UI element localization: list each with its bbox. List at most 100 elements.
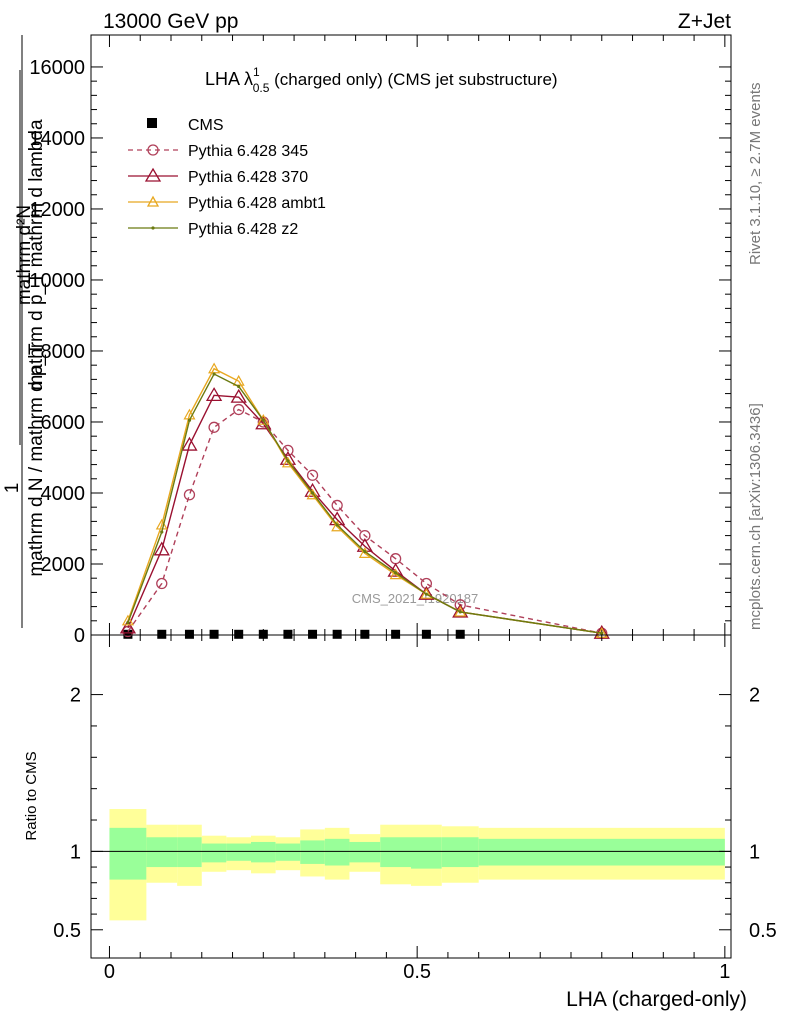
data-point (458, 610, 462, 614)
ratio-inner-band (411, 837, 442, 869)
data-point (283, 629, 293, 639)
ratio-inner-band (146, 837, 178, 868)
legend-entry-cms: CMS (147, 117, 224, 134)
series-line (127, 408, 602, 634)
data-point (452, 603, 469, 618)
data-point (308, 629, 318, 639)
x-tick-label: 0 (104, 961, 115, 983)
ratio-inner-band (226, 843, 251, 861)
data-point (230, 388, 247, 403)
ratio-inner-band (324, 838, 350, 866)
ratio-y-ticks: 0.5 0.5 1 1 2 2 (53, 685, 777, 942)
data-point (282, 444, 294, 457)
ratio-y-tick-label-right: 0.5 (749, 920, 777, 942)
legend-label-345: Pythia 6.428 345 (188, 143, 308, 160)
chart-title: LHA λ1 0.5 (charged only) (CMS jet substr… (205, 65, 558, 95)
data-point (184, 629, 194, 639)
data-point (454, 599, 466, 611)
data-point (233, 403, 245, 416)
ratio-inner-band (109, 827, 147, 880)
data-point (331, 520, 344, 532)
data-point (279, 450, 297, 465)
main-y-tick-label: 16000 (29, 57, 85, 79)
ratio-inner-band (300, 840, 325, 864)
series-0 (123, 629, 465, 639)
legend-entry-345: Pythia 6.428 345 (128, 143, 308, 160)
data-point (126, 620, 130, 625)
x-tick-label: 0.5 (403, 961, 431, 983)
ratio-y-tick-label: 0.5 (53, 920, 81, 942)
x-tick-label: 1 (719, 961, 730, 983)
main-y-tick-label: 10000 (29, 270, 85, 292)
main-plot-panel: 0 2000 4000 6000 8000 10000 12000 14000 16000 LH… (2, 34, 732, 647)
series-4 (126, 372, 604, 635)
y-label-frac-denominator: mathrm d N / mathrm d p_T (26, 343, 47, 577)
legend-marker-345 (147, 144, 159, 156)
legend-label-z2: Pythia 6.428 z2 (188, 221, 298, 238)
data-point (420, 587, 433, 599)
ratio-bands (109, 809, 725, 921)
rivet-label: Rivet 3.1.10, ≥ 2.7M events (747, 83, 764, 266)
mcplots-label: mcplots.cern.ch [arXiv:1306.3436] (747, 403, 764, 630)
data-point (600, 631, 604, 635)
data-point (183, 489, 196, 501)
legend-label-ambt1: Pythia 6.428 ambt1 (188, 195, 326, 212)
process-label: Z+Jet (678, 10, 731, 33)
data-point (257, 413, 270, 425)
data-point (208, 421, 220, 433)
data-point (424, 592, 428, 596)
data-point (391, 629, 401, 639)
ratio-y-axis-label: Ratio to CMS (23, 751, 40, 840)
data-point (332, 629, 342, 639)
data-point (187, 418, 192, 422)
data-point (209, 629, 219, 639)
data-point (119, 619, 137, 634)
data-point (157, 629, 167, 639)
main-y-ticks: 0 2000 4000 6000 8000 10000 12000 14000 16000 (29, 57, 731, 647)
data-point (394, 571, 398, 575)
data-point (258, 629, 268, 639)
main-y-tick-label: 12000 (29, 199, 85, 221)
data-point (421, 629, 431, 639)
legend-label-cms: CMS (188, 117, 224, 134)
main-y-tick-label: 14000 (29, 128, 85, 150)
legend-label-370: Pythia 6.428 370 (188, 169, 308, 186)
main-y-tick-label: 8000 (41, 341, 86, 363)
ratio-inner-band (478, 838, 725, 866)
data-point (261, 418, 265, 422)
ratio-y-tick-label-right: 1 (749, 841, 760, 863)
data-point (363, 549, 367, 554)
data-point (455, 629, 465, 639)
data-point (306, 469, 319, 481)
chart-title-sub: 0.5 (253, 81, 270, 95)
data-point (331, 499, 343, 512)
ratio-inner-band (275, 843, 301, 861)
data-point (360, 629, 370, 639)
x-axis-label: LHA (charged-only) (566, 988, 747, 1011)
data-point (286, 459, 290, 463)
legend-marker-370 (144, 167, 162, 182)
data-point (234, 629, 244, 639)
ratio-inner-band (177, 837, 202, 868)
data-point (281, 456, 294, 468)
ratio-y-tick-label-right: 2 (749, 685, 760, 707)
main-y-axis-label: mathrm d²N mathrm d p_T mathrm d lambda … (2, 35, 47, 628)
legend-marker-cms (147, 118, 157, 128)
data-point (123, 629, 133, 639)
ratio-plot-panel: 0.5 0.51 12 2 0 0.5 1 Ratio to CMS LHA (charg… (23, 634, 777, 1011)
energy-label: 13000 GeV pp (103, 10, 238, 33)
chart-title-sup: 1 (253, 65, 260, 79)
data-point (160, 530, 164, 534)
data-point (121, 614, 134, 626)
legend-entry-ambt1: Pythia 6.428 ambt1 (128, 195, 326, 212)
main-y-tick-label: 6000 (41, 412, 86, 434)
ratio-inner-band (251, 841, 276, 863)
main-x-ticks (108, 35, 726, 635)
ratio-inner-band (201, 843, 227, 863)
y-label-numerator: mathrm d²N (14, 205, 35, 305)
series-line (127, 373, 602, 634)
chart-title-rest: (charged only) (CMS jet substructure) (269, 70, 557, 89)
data-point (454, 605, 467, 617)
data-point (310, 491, 315, 495)
